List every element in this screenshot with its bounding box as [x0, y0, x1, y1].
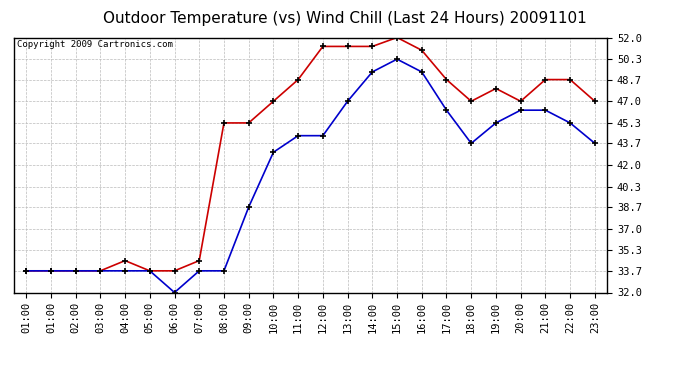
Text: Outdoor Temperature (vs) Wind Chill (Last 24 Hours) 20091101: Outdoor Temperature (vs) Wind Chill (Las… [103, 11, 587, 26]
Text: Copyright 2009 Cartronics.com: Copyright 2009 Cartronics.com [17, 40, 172, 49]
